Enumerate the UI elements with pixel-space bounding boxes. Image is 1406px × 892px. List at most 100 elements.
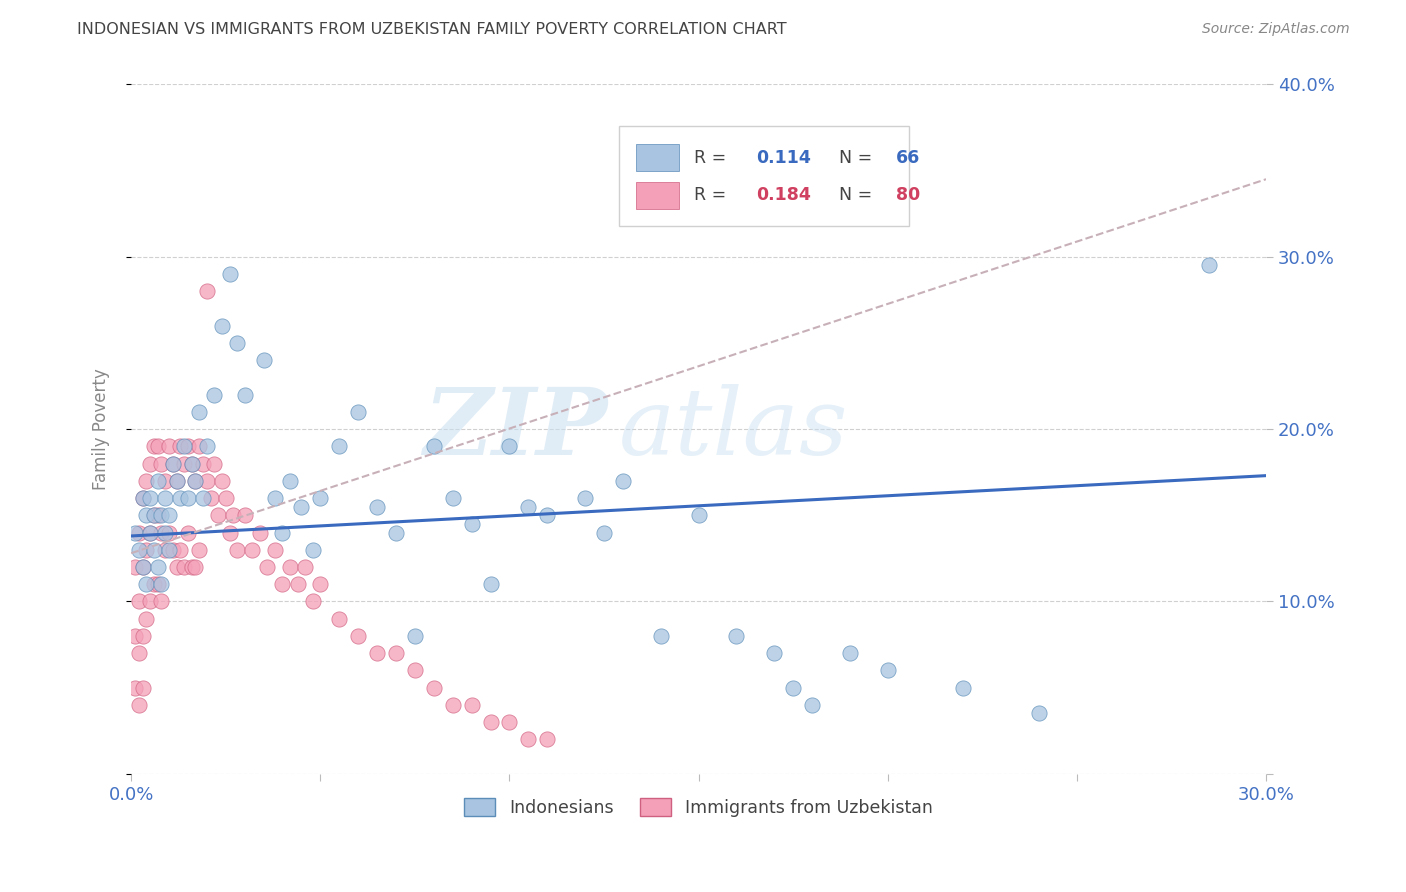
Point xyxy=(139,594,162,608)
Point xyxy=(191,457,214,471)
Point xyxy=(155,542,177,557)
Point xyxy=(479,577,502,591)
Point xyxy=(139,525,162,540)
Point xyxy=(612,474,634,488)
Point xyxy=(574,491,596,505)
Point xyxy=(650,629,672,643)
Point xyxy=(128,525,150,540)
Point xyxy=(249,525,271,540)
Point xyxy=(177,491,200,505)
Point xyxy=(188,542,211,557)
Point xyxy=(763,646,786,660)
Point xyxy=(207,508,229,523)
Point xyxy=(498,715,520,730)
Point xyxy=(139,491,162,505)
Bar xyxy=(636,145,679,170)
Point xyxy=(131,560,153,574)
Point xyxy=(536,732,558,747)
Y-axis label: Family Poverty: Family Poverty xyxy=(93,368,110,490)
Point xyxy=(218,525,240,540)
Text: INDONESIAN VS IMMIGRANTS FROM UZBEKISTAN FAMILY POVERTY CORRELATION CHART: INDONESIAN VS IMMIGRANTS FROM UZBEKISTAN… xyxy=(77,22,787,37)
Point xyxy=(166,474,188,488)
FancyBboxPatch shape xyxy=(619,126,908,226)
Point xyxy=(162,542,184,557)
Point xyxy=(157,508,180,523)
Point xyxy=(173,457,195,471)
Point xyxy=(385,525,408,540)
Point xyxy=(135,508,157,523)
Legend: Indonesians, Immigrants from Uzbekistan: Indonesians, Immigrants from Uzbekistan xyxy=(457,791,941,823)
Point xyxy=(226,542,249,557)
Point xyxy=(782,681,804,695)
Point xyxy=(142,577,165,591)
Point xyxy=(287,577,309,591)
Bar xyxy=(636,182,679,209)
Point xyxy=(256,560,278,574)
Point xyxy=(180,560,202,574)
Point xyxy=(155,474,177,488)
Point xyxy=(146,508,169,523)
Point xyxy=(157,542,180,557)
Point xyxy=(202,387,225,401)
Point xyxy=(498,439,520,453)
Point xyxy=(166,560,188,574)
Point xyxy=(180,457,202,471)
Point xyxy=(177,525,200,540)
Point xyxy=(264,542,287,557)
Point xyxy=(218,267,240,281)
Point xyxy=(301,594,323,608)
Text: atlas: atlas xyxy=(619,384,849,475)
Point xyxy=(441,491,464,505)
Point xyxy=(404,629,426,643)
Point xyxy=(423,439,446,453)
Point xyxy=(169,439,191,453)
Point xyxy=(135,577,157,591)
Point xyxy=(166,474,188,488)
Point xyxy=(188,439,211,453)
Point xyxy=(725,629,748,643)
Point xyxy=(222,508,245,523)
Point xyxy=(150,508,173,523)
Point xyxy=(423,681,446,695)
Point xyxy=(157,525,180,540)
Point xyxy=(184,474,207,488)
Point xyxy=(517,732,540,747)
Point xyxy=(135,612,157,626)
Point xyxy=(162,457,184,471)
Text: 80: 80 xyxy=(896,186,921,204)
Point xyxy=(169,542,191,557)
Point xyxy=(347,629,370,643)
Point xyxy=(233,508,256,523)
Text: ZIP: ZIP xyxy=(423,384,607,475)
Point xyxy=(135,542,157,557)
Point xyxy=(180,457,202,471)
Point xyxy=(211,474,233,488)
Point xyxy=(271,577,294,591)
Point xyxy=(146,577,169,591)
Point xyxy=(191,491,214,505)
Point xyxy=(124,560,146,574)
Point xyxy=(240,542,263,557)
Point xyxy=(173,560,195,574)
Point xyxy=(146,560,169,574)
Point xyxy=(202,457,225,471)
Point xyxy=(347,405,370,419)
Point xyxy=(195,439,218,453)
Point xyxy=(173,439,195,453)
Point xyxy=(124,525,146,540)
Point xyxy=(135,474,157,488)
Point xyxy=(1028,706,1050,721)
Point xyxy=(215,491,238,505)
Point xyxy=(142,439,165,453)
Point xyxy=(131,491,153,505)
Point xyxy=(177,439,200,453)
Point xyxy=(366,500,388,514)
Point xyxy=(128,698,150,712)
Point xyxy=(688,508,710,523)
Point xyxy=(131,681,153,695)
Point xyxy=(195,474,218,488)
Point xyxy=(252,353,274,368)
Point xyxy=(404,664,426,678)
Point xyxy=(184,474,207,488)
Point xyxy=(517,500,540,514)
